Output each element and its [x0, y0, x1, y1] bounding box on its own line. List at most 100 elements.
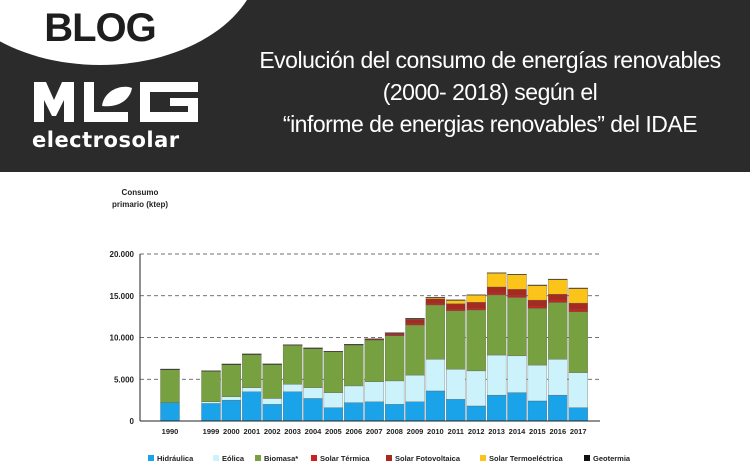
legend-swatch: [386, 455, 392, 461]
bar-segment: [221, 399, 242, 422]
bar-segment: [262, 398, 282, 405]
legend-swatch: [213, 455, 219, 461]
legend-label: Solar Fotovoltaica: [395, 454, 461, 463]
bar-segment: [527, 400, 548, 422]
bar-segment: [548, 359, 568, 396]
headline: Evolución del consumo de energías renova…: [240, 44, 740, 140]
bar-segment: [466, 405, 486, 422]
bar-segment: [364, 381, 384, 402]
headline-line-1: Evolución del consumo de energías renova…: [259, 47, 721, 73]
bar-segment: [160, 369, 180, 403]
bar-segment: [425, 390, 446, 422]
x-tick-label: 2002: [264, 427, 281, 436]
bar-segment: [384, 332, 405, 334]
bar-segment: [201, 403, 221, 422]
bar-segment: [364, 339, 384, 382]
y-tick-label: 5.000: [114, 375, 135, 384]
bar-segment: [466, 294, 486, 296]
bars: [160, 272, 588, 422]
bar-segment: [527, 308, 548, 366]
x-tick-label: 2012: [468, 427, 485, 436]
bar-segment: [568, 407, 588, 422]
bar-segment: [466, 309, 486, 372]
legend-label: Hidráulica: [157, 454, 194, 463]
legend: Hidráulica Eólica Biomasa* Solar Térmica Sol…: [148, 454, 631, 463]
bar-segment: [568, 287, 588, 304]
bar-segment: [160, 402, 180, 422]
bar-segment: [242, 391, 262, 422]
bar-segment: [262, 363, 282, 365]
bar-segment: [282, 344, 303, 346]
x-tick-label: 2016: [549, 427, 566, 436]
bar-segment: [201, 370, 221, 402]
bar-segment: [425, 296, 446, 298]
x-tick-label: 1990: [162, 427, 179, 436]
y-tick-label: 15.000: [110, 292, 135, 301]
bar-segment: [405, 401, 425, 422]
bar-segment: [344, 344, 364, 345]
x-tick-label: 2008: [386, 427, 403, 436]
bar-segment: [262, 364, 282, 399]
bar-segment: [507, 274, 527, 275]
bar-segment: [282, 384, 303, 392]
bar-segment: [568, 287, 588, 289]
bar-segment: [364, 401, 384, 422]
bar-segment: [446, 299, 466, 301]
blog-label: BLOG: [44, 6, 157, 50]
bar-segment: [466, 294, 486, 303]
legend-label: Eólica: [222, 454, 245, 463]
y-axis-label-line-1: Consumo: [122, 188, 159, 197]
bar-segment: [507, 392, 527, 422]
bar-segment: [221, 364, 242, 397]
bar-segment: [446, 369, 466, 400]
headline-line-2: (2000- 2018) según el: [382, 79, 598, 105]
x-tick-label: 2010: [427, 427, 444, 436]
bar-segment: [507, 297, 527, 357]
bar-segment: [507, 355, 527, 393]
bar-segment: [384, 334, 405, 336]
bar-segment: [201, 401, 221, 404]
bar-segment: [160, 368, 180, 370]
headline-line-3: “informe de energias renovables” del IDA…: [282, 111, 698, 137]
bar-segment: [507, 295, 527, 298]
legend-swatch: [311, 455, 317, 461]
bar-segment: [527, 299, 548, 307]
x-tick-label: 2015: [529, 427, 546, 436]
x-tick-label: 2000: [223, 427, 240, 436]
axes: 0 5.000 10.000 15.000 20.000 1990 1999 2000 2001…: [110, 250, 600, 436]
x-tick-label: 2014: [509, 427, 527, 436]
bar-segment: [282, 391, 303, 422]
bar-segment: [323, 392, 344, 408]
legend-label: Biomasa*: [264, 454, 298, 463]
bar-segment: [303, 398, 323, 422]
bar-segment: [486, 394, 507, 422]
bar-segment: [262, 404, 282, 422]
x-tick-label: 2007: [366, 427, 383, 436]
bar-segment: [486, 286, 507, 294]
bar-segment: [405, 324, 425, 376]
bar-segment: [384, 335, 405, 382]
bar-segment: [548, 294, 568, 301]
bar-segment: [201, 370, 221, 372]
legend-swatch: [584, 455, 590, 461]
legend-label: Geotermia: [593, 454, 631, 463]
bar-segment: [425, 298, 446, 304]
bar-segment: [425, 303, 446, 306]
mlg-logo-icon: [34, 82, 198, 122]
bar-segment: [548, 278, 568, 295]
bar-segment: [527, 284, 548, 286]
x-tick-label: 2001: [243, 427, 260, 436]
bar-segment: [486, 272, 507, 288]
bar-segment: [446, 303, 466, 310]
bar-segment: [405, 319, 425, 324]
bar-segment: [568, 302, 588, 310]
bar-segment: [425, 304, 446, 360]
bar-segment: [548, 302, 568, 360]
legend-swatch: [255, 455, 261, 461]
legend-swatch: [480, 455, 486, 461]
y-tick-label: 20.000: [110, 250, 135, 259]
bar-segment: [568, 372, 588, 408]
bar-segment: [527, 364, 548, 402]
bar-segment: [568, 309, 588, 312]
bar-segment: [364, 338, 384, 340]
